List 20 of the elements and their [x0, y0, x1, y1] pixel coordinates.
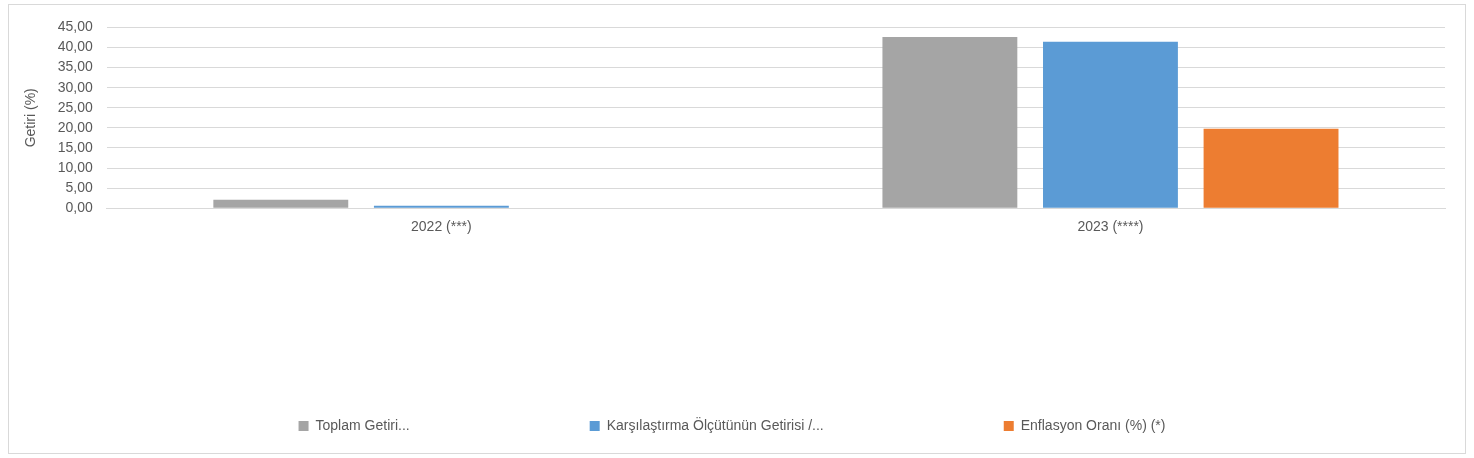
x-tick-label: 2023 (****) [1077, 218, 1144, 235]
y-tick-label: 25,00 [57, 98, 94, 115]
y-tick-label: 45,00 [57, 18, 94, 35]
y-tick-label: 40,00 [57, 38, 94, 55]
bar [882, 37, 1018, 208]
y-tick-label: 35,00 [57, 58, 94, 75]
bar [1203, 128, 1339, 208]
bar [1043, 41, 1178, 208]
y-tick-label: 30,00 [57, 78, 94, 95]
y-tick-label: 0,00 [65, 199, 94, 216]
legend-label: Enflasyon Oranı (%) (*) [1020, 416, 1166, 433]
y-tick-label: 15,00 [57, 138, 94, 155]
y-tick-label: 20,00 [57, 118, 94, 135]
legend-label: Karşılaştırma Ölçütünün Getirisi /... [606, 415, 824, 433]
y-axis-title: Getiri (%) [22, 88, 39, 148]
y-tick-label: 10,00 [57, 158, 94, 175]
x-tick-label: 2022 (***) [411, 218, 472, 235]
bar [213, 199, 349, 208]
legend-label: Toplam Getiri... [315, 416, 410, 433]
y-tick-label: 5,00 [65, 178, 94, 195]
